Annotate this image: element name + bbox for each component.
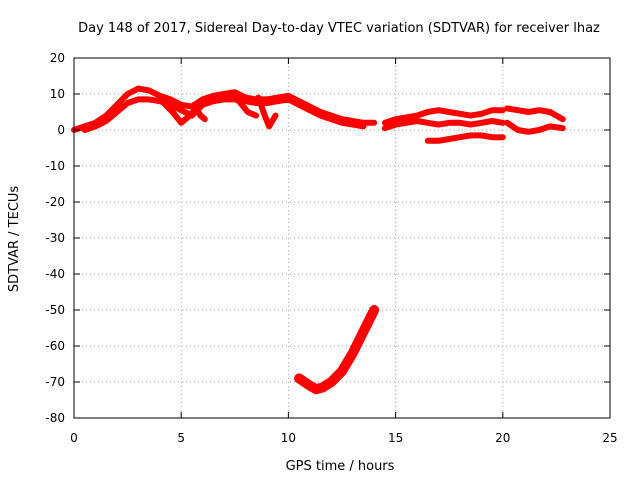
series-track-seg2-lower <box>381 118 506 132</box>
x-tick-label: 20 <box>495 431 510 445</box>
y-tick-label: -40 <box>45 267 65 281</box>
x-tick-label: 0 <box>70 431 78 445</box>
y-tick-label: 10 <box>50 87 65 101</box>
chart-title: Day 148 of 2017, Sidereal Day-to-day VTE… <box>78 21 600 36</box>
series-track-seg2-dip <box>424 132 506 144</box>
y-tick-label: -20 <box>45 195 65 209</box>
y-tick-label: -10 <box>45 159 65 173</box>
series-arc-drop-4 <box>255 94 279 130</box>
y-tick-label: -30 <box>45 231 65 245</box>
series-arc-drop-2 <box>191 101 208 123</box>
series-track-seg2-upper <box>381 107 506 126</box>
y-tick-label: -80 <box>45 411 65 425</box>
x-tick-label: 5 <box>177 431 185 445</box>
y-tick-label: -70 <box>45 375 65 389</box>
series-track-lower-main <box>81 96 367 133</box>
x-tick-label: 15 <box>388 431 403 445</box>
series-arc-drop-1 <box>158 98 202 126</box>
series-track-seg3-lower <box>504 119 566 135</box>
y-tick-label: 0 <box>57 123 65 137</box>
series-track-upper-main <box>71 85 378 133</box>
series-track-seg3-upper <box>504 105 566 123</box>
series-arc-drop-3 <box>225 91 260 119</box>
series-track-low-curve <box>294 305 380 395</box>
y-tick-label: -50 <box>45 303 65 317</box>
y-tick-label: 20 <box>50 51 65 65</box>
y-tick-label: -60 <box>45 339 65 353</box>
series-layer <box>71 85 566 395</box>
y-axis-label: SDTVAR / TECUs <box>7 186 22 293</box>
x-tick-label: 25 <box>602 431 617 445</box>
x-tick-label: 10 <box>281 431 296 445</box>
tick-layer: 0 5 10 15 20 25 -80 -70 -60 -50 -40 -30 -20 -10 0 10 20 <box>45 51 617 445</box>
x-axis-label: GPS time / hours <box>286 459 395 474</box>
